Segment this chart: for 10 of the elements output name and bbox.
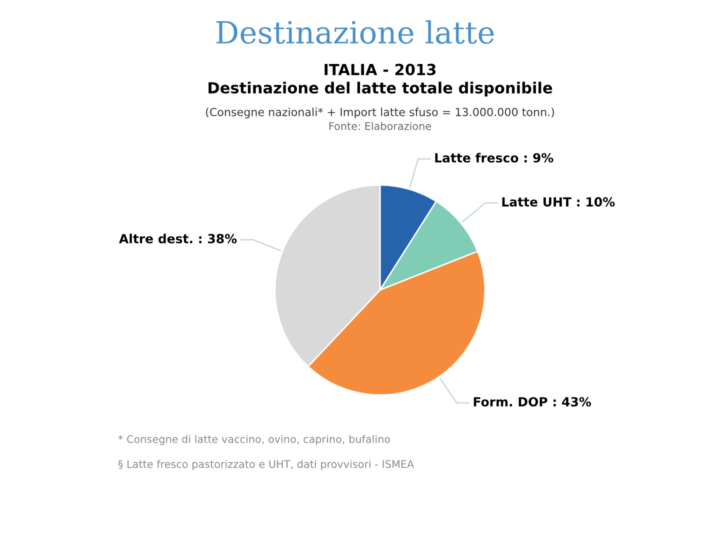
text: § Latte fresco pastorizzato e UHT, dati provvisori - ISMEA: [118, 460, 414, 470]
chart-title: Destinazione latte: [216, 20, 494, 44]
text: * Consegne di latte vaccino, ovino, caprino, bufalino: [118, 434, 390, 446]
source-note: Fonte: Elaborazione: [329, 122, 432, 130]
slice-label: Form. DOP : 43%: [474, 397, 592, 407]
chart-subtitle: ITALIA - 2013 Destinazione del latte totale disponibile: [208, 64, 552, 97]
slice-label: Latte fresco : 9%: [435, 152, 554, 163]
text: (Consegne nazionali* + Import latte sfuso = 13.000.000 tonn.): [206, 108, 554, 118]
slice-label: Latte UHT : 10%: [502, 197, 615, 207]
slice-label: Altre dest. : 38%: [119, 234, 237, 244]
